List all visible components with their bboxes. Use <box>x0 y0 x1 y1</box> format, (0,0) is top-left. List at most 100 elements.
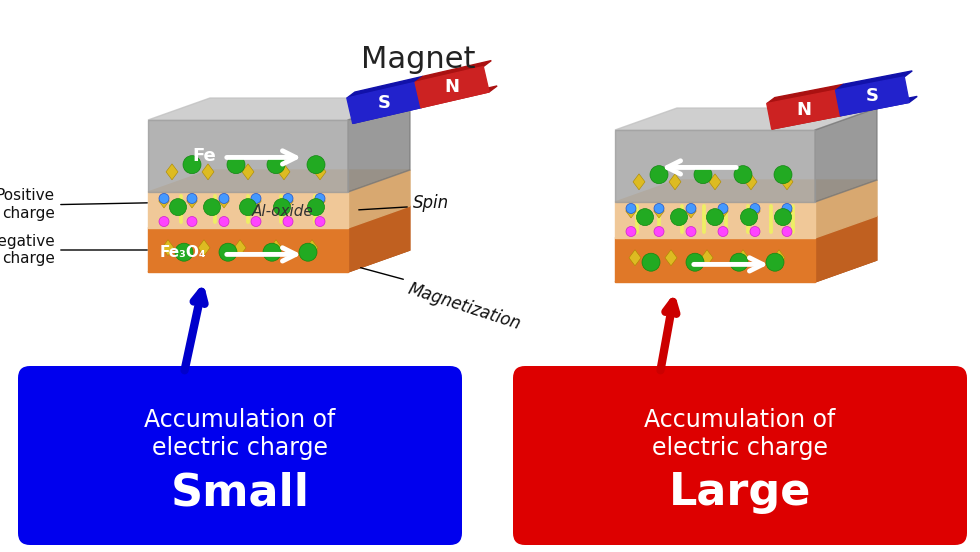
Circle shape <box>694 166 712 184</box>
Polygon shape <box>162 240 174 256</box>
FancyBboxPatch shape <box>513 366 967 545</box>
Circle shape <box>273 199 290 216</box>
Polygon shape <box>615 202 815 238</box>
Polygon shape <box>270 240 282 256</box>
Polygon shape <box>187 194 197 208</box>
Polygon shape <box>633 174 645 190</box>
Polygon shape <box>148 206 410 228</box>
Circle shape <box>187 194 197 204</box>
Polygon shape <box>772 110 849 129</box>
Polygon shape <box>348 206 410 272</box>
Polygon shape <box>315 194 325 208</box>
Circle shape <box>626 204 636 214</box>
Circle shape <box>267 156 285 174</box>
Circle shape <box>642 253 660 271</box>
Polygon shape <box>626 204 636 218</box>
Text: Small: Small <box>171 471 310 514</box>
Text: electric charge: electric charge <box>652 436 828 460</box>
Text: N: N <box>796 100 811 119</box>
Circle shape <box>730 253 748 271</box>
Circle shape <box>686 204 696 214</box>
Polygon shape <box>665 250 677 266</box>
Circle shape <box>670 209 688 226</box>
Circle shape <box>251 216 261 226</box>
Circle shape <box>307 156 325 174</box>
Circle shape <box>636 209 654 226</box>
Polygon shape <box>701 250 713 266</box>
Circle shape <box>774 209 792 226</box>
Text: N: N <box>445 78 460 96</box>
Polygon shape <box>278 164 290 180</box>
Polygon shape <box>306 240 318 256</box>
Circle shape <box>308 199 324 216</box>
Polygon shape <box>314 164 326 180</box>
Text: Magnet: Magnet <box>361 45 475 75</box>
Text: S: S <box>866 87 879 105</box>
Circle shape <box>159 194 169 204</box>
Circle shape <box>718 226 728 236</box>
Text: Accumulation of: Accumulation of <box>644 408 836 432</box>
Circle shape <box>750 204 760 214</box>
Polygon shape <box>815 216 877 282</box>
Circle shape <box>766 253 784 271</box>
Circle shape <box>782 226 792 236</box>
Polygon shape <box>283 194 293 208</box>
Polygon shape <box>766 84 844 104</box>
Text: Fe₃O₄: Fe₃O₄ <box>160 245 207 259</box>
Circle shape <box>204 199 221 216</box>
Circle shape <box>227 156 245 174</box>
Polygon shape <box>709 174 721 190</box>
Polygon shape <box>148 228 348 272</box>
Polygon shape <box>686 204 696 218</box>
Text: electric charge: electric charge <box>152 436 328 460</box>
Polygon shape <box>615 108 877 130</box>
Circle shape <box>283 194 293 204</box>
Polygon shape <box>251 194 262 208</box>
Circle shape <box>686 226 696 236</box>
Circle shape <box>187 216 197 226</box>
Circle shape <box>750 226 760 236</box>
Circle shape <box>159 216 169 226</box>
Polygon shape <box>353 102 429 124</box>
Polygon shape <box>615 130 815 202</box>
Polygon shape <box>148 170 410 192</box>
Polygon shape <box>148 120 348 192</box>
Polygon shape <box>750 204 760 218</box>
Text: Accumulation of: Accumulation of <box>144 408 336 432</box>
Polygon shape <box>654 204 664 218</box>
Polygon shape <box>841 97 917 116</box>
Circle shape <box>650 166 668 184</box>
Polygon shape <box>219 194 229 208</box>
Text: Fe: Fe <box>192 147 216 165</box>
Circle shape <box>782 204 792 214</box>
Polygon shape <box>421 86 497 108</box>
Polygon shape <box>766 90 841 129</box>
Circle shape <box>175 243 193 261</box>
Circle shape <box>183 156 201 174</box>
Polygon shape <box>166 164 178 180</box>
Polygon shape <box>773 250 785 266</box>
Circle shape <box>734 166 752 184</box>
Circle shape <box>654 204 664 214</box>
Polygon shape <box>669 174 681 190</box>
Polygon shape <box>782 204 792 218</box>
FancyBboxPatch shape <box>18 366 462 545</box>
Polygon shape <box>745 174 757 190</box>
Polygon shape <box>148 192 348 228</box>
Polygon shape <box>242 164 254 180</box>
Circle shape <box>263 243 281 261</box>
Circle shape <box>219 194 229 204</box>
Text: Magnetization: Magnetization <box>406 280 523 333</box>
Circle shape <box>239 199 257 216</box>
Polygon shape <box>615 216 877 238</box>
Polygon shape <box>416 67 489 108</box>
Circle shape <box>283 216 293 226</box>
Circle shape <box>741 209 758 226</box>
Text: Al-oxide: Al-oxide <box>252 204 314 219</box>
Polygon shape <box>615 238 815 282</box>
Polygon shape <box>836 77 909 116</box>
Circle shape <box>315 194 325 204</box>
Circle shape <box>219 243 237 261</box>
Text: Spin: Spin <box>413 194 449 212</box>
Polygon shape <box>159 194 170 208</box>
